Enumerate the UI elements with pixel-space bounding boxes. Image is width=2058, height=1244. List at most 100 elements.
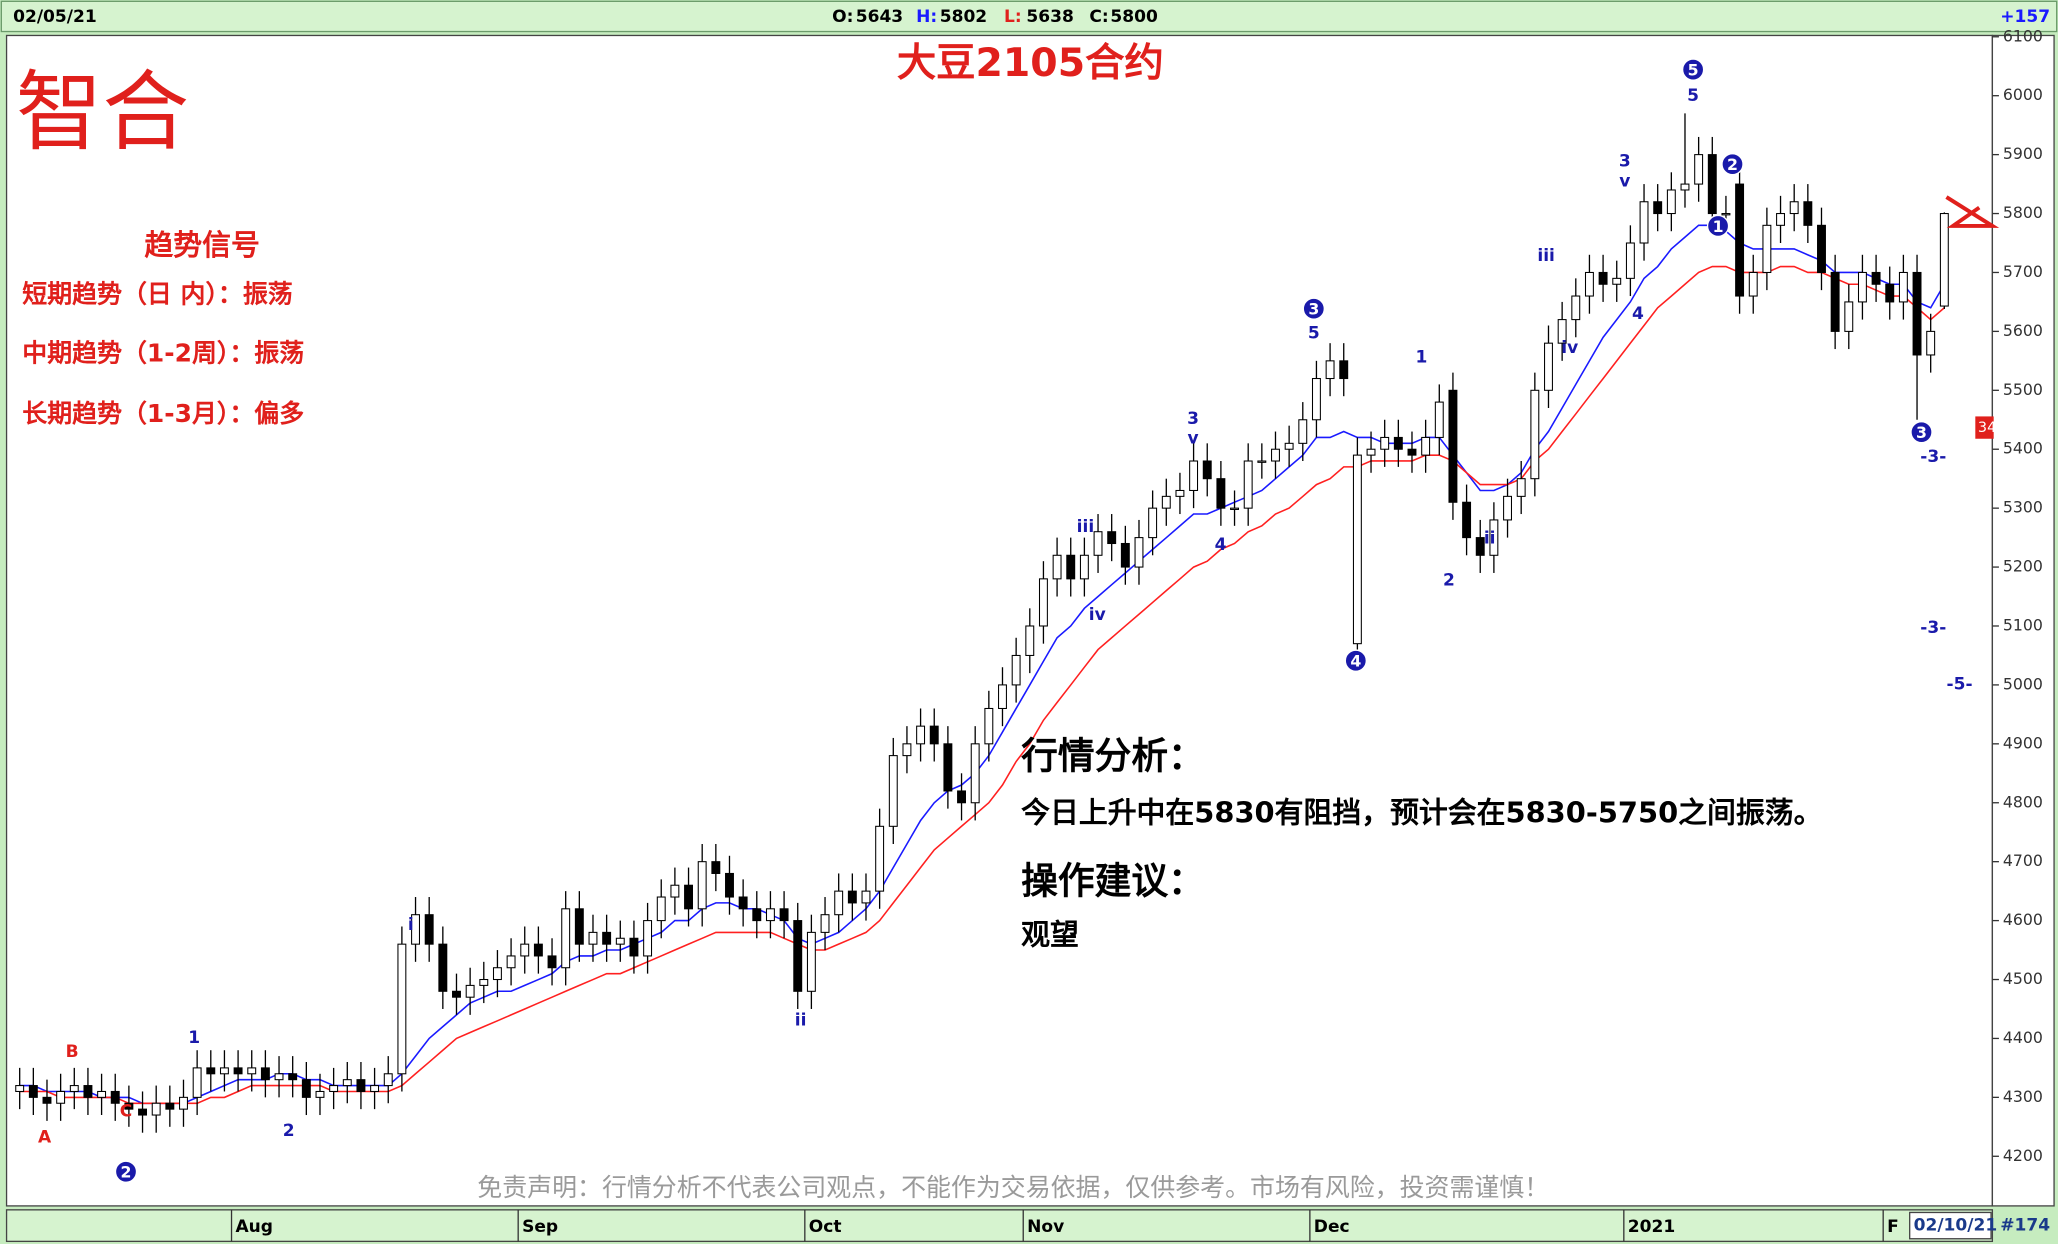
y-tick-label: 4300 [2003, 1087, 2043, 1106]
x-tick-label: Aug [235, 1217, 273, 1237]
candle-body [888, 755, 898, 827]
candle-body [1352, 454, 1362, 645]
wave-label: 4 [1350, 652, 1361, 671]
candle-body [643, 920, 653, 957]
wave-label: A [38, 1128, 52, 1148]
wave-label: -5- [1947, 674, 1973, 694]
candle-body [1271, 448, 1280, 462]
x-tick-label: Dec [1314, 1217, 1350, 1237]
candle-body [97, 1090, 107, 1098]
wave-circle [1681, 58, 1705, 81]
candle-body [1762, 224, 1772, 273]
candle-body [629, 937, 639, 957]
wave-label: 1 [188, 1028, 200, 1048]
candle-body [1380, 436, 1390, 450]
wave-label: iv [1089, 605, 1106, 625]
candle-body [1161, 495, 1171, 509]
candle-body [765, 908, 775, 922]
trend-line: 短期趋势（日 内）：振荡 [22, 280, 292, 309]
candle-body [547, 955, 557, 969]
time-axis [5, 1209, 1994, 1243]
candle-body [1817, 224, 1826, 273]
header-label: L: [1004, 7, 1022, 27]
candle-body [1680, 183, 1690, 191]
candle-body [1898, 271, 1908, 303]
wave-label: 3 [1619, 152, 1631, 172]
candle-body [1011, 654, 1021, 686]
candle-body [1694, 154, 1704, 185]
header-label: C: [1089, 7, 1108, 27]
candle-body [1421, 436, 1431, 456]
candle-body [1748, 271, 1758, 297]
wave-label: 5 [1308, 324, 1320, 344]
candle-body [1666, 189, 1676, 215]
candle-body [56, 1090, 66, 1104]
candle-body [179, 1096, 188, 1110]
candle-body [138, 1108, 147, 1116]
candle-body [28, 1085, 38, 1098]
candle-body [1038, 578, 1048, 627]
header-value: 5643 [856, 7, 903, 27]
candle-body [1243, 460, 1253, 509]
price-badge: 34 [1978, 420, 1996, 436]
candle-body [697, 861, 707, 910]
wave-label: C [120, 1101, 133, 1121]
candle-body [15, 1085, 25, 1092]
candle-body [506, 955, 516, 969]
candle-body [370, 1085, 380, 1092]
candle-body [1721, 213, 1731, 216]
disclaimer: 免责声明：行情分析不代表公司观点，不能作为交易依据，仅供参考。市场有风险，投资需… [477, 1173, 1549, 1202]
candle-body [806, 931, 816, 992]
candle-body [615, 937, 625, 945]
y-tick-label: 5800 [2003, 203, 2043, 222]
candle-body [1625, 242, 1635, 279]
wave-circle [1721, 153, 1744, 176]
candle-body [1571, 295, 1581, 321]
arrow [1945, 195, 2000, 228]
wave-label: i [408, 915, 414, 935]
x-tick-label: Oct [809, 1217, 842, 1237]
header-label: O: [832, 7, 853, 27]
candle-body [1079, 554, 1089, 580]
candle-body [301, 1079, 311, 1098]
candle-body [110, 1090, 120, 1104]
candle-body [1175, 489, 1185, 497]
analysis-text: 今日上升中在5830有阻挡，预计会在5830-5750之间振荡。 [1021, 795, 1822, 829]
candle-body [1093, 531, 1103, 556]
wave-label: 2 [1727, 155, 1738, 174]
candle-body [1830, 271, 1840, 332]
candle-body [124, 1102, 134, 1110]
header-date: 02/05/21 [13, 7, 97, 27]
price-axis [1991, 34, 2055, 1207]
candle-body [1503, 495, 1512, 521]
candle-body [1871, 271, 1881, 285]
candle-body [165, 1102, 175, 1110]
x-tick-label: F [1887, 1217, 1899, 1237]
x-tick-label: 2021 [1628, 1217, 1675, 1237]
candle-body [1216, 478, 1226, 509]
candle-body [1325, 360, 1335, 380]
y-tick-label: 5100 [2003, 615, 2043, 634]
wave-label: iv [1561, 338, 1578, 358]
candle-body [684, 884, 693, 910]
wave-label: v [1188, 429, 1199, 449]
candle-body [1707, 154, 1717, 215]
candle-body [1257, 460, 1267, 463]
candle-body [820, 914, 830, 933]
candle-body [916, 725, 926, 745]
candle-body [1598, 271, 1608, 285]
candle-body [902, 743, 912, 757]
y-tick-label: 4700 [2003, 851, 2043, 870]
y-tick-label: 4600 [2003, 910, 2043, 929]
candle-body [1475, 537, 1485, 556]
wave-label: 1 [1416, 347, 1428, 367]
y-tick-label: 5700 [2003, 262, 2043, 281]
candle-body [479, 978, 489, 986]
candle-body [861, 890, 871, 904]
candle-body [397, 943, 407, 1075]
candle-body [1120, 542, 1130, 568]
candle-body [1434, 401, 1444, 438]
candle-body [1298, 419, 1308, 444]
candle-body [1489, 519, 1499, 556]
